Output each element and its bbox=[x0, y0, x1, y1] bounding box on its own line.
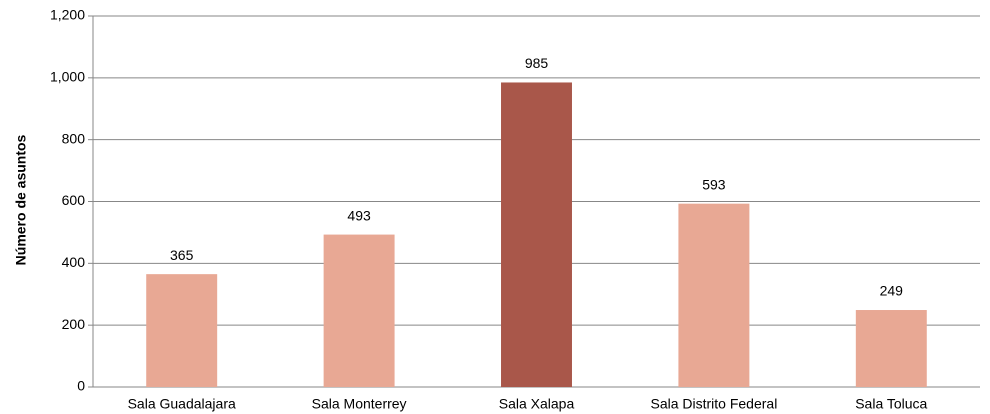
data-label: 493 bbox=[347, 207, 371, 223]
y-tick-label: 1,000 bbox=[50, 69, 85, 85]
data-label: 249 bbox=[880, 283, 904, 299]
bar bbox=[678, 203, 750, 387]
y-tick-label: 200 bbox=[62, 316, 86, 332]
x-tick-label: Sala Xalapa bbox=[499, 396, 575, 412]
bar bbox=[323, 234, 395, 387]
x-tick-label: Sala Monterrey bbox=[312, 396, 407, 412]
y-tick-label: 0 bbox=[77, 378, 85, 394]
y-axis-label: Número de asuntos bbox=[13, 134, 29, 265]
bar bbox=[146, 274, 218, 387]
y-tick-label: 800 bbox=[62, 130, 86, 146]
data-label: 365 bbox=[170, 247, 194, 263]
y-tick-label: 400 bbox=[62, 254, 86, 270]
x-tick-label: Sala Guadalajara bbox=[128, 396, 236, 412]
y-tick-label: 600 bbox=[62, 192, 86, 208]
y-tick-label: 1,200 bbox=[50, 7, 85, 23]
bar bbox=[855, 310, 927, 387]
data-label: 593 bbox=[702, 176, 726, 192]
bar bbox=[501, 82, 572, 388]
x-tick-label: Sala Distrito Federal bbox=[650, 396, 777, 412]
data-label: 985 bbox=[525, 55, 549, 71]
x-tick-label: Sala Toluca bbox=[855, 396, 927, 412]
